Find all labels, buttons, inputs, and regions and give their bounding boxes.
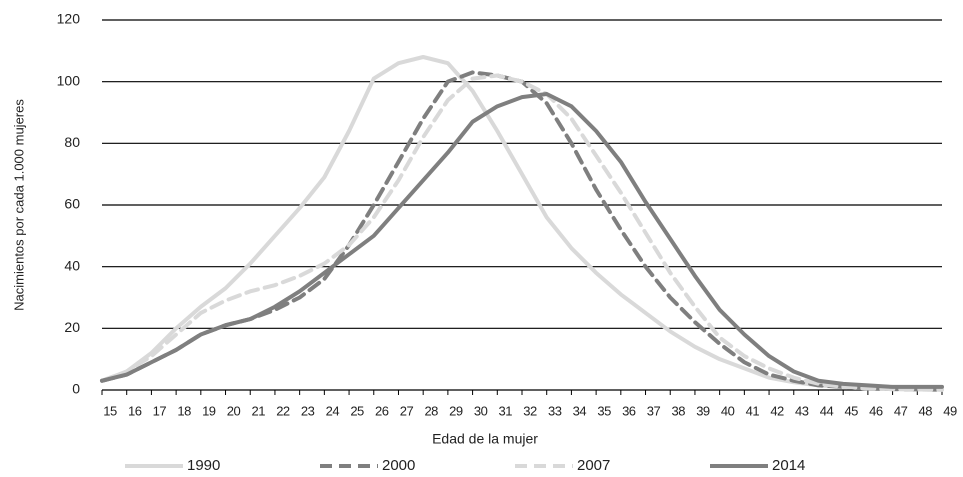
x-tick-label: 45 — [844, 403, 858, 418]
x-tick-label: 48 — [919, 403, 933, 418]
x-tick-label: 32 — [523, 403, 537, 418]
x-tick-label: 36 — [622, 403, 636, 418]
x-tick-label: 21 — [252, 403, 266, 418]
x-tick-label: 47 — [894, 403, 908, 418]
y-tick-label: 80 — [64, 134, 80, 150]
x-tick-label: 33 — [548, 403, 562, 418]
x-tick-label: 39 — [696, 403, 710, 418]
series-line — [100, 55, 944, 392]
x-tick-label: 29 — [449, 403, 463, 418]
x-tick-label: 19 — [202, 403, 216, 418]
x-tick-label: 16 — [128, 403, 142, 418]
x-axis-label: Edad de la mujer — [432, 431, 538, 447]
x-tick-label: 42 — [770, 403, 784, 418]
y-tick-label: 60 — [64, 196, 80, 212]
legend-label: 2014 — [772, 457, 805, 474]
y-tick-label: 100 — [57, 72, 81, 88]
x-tick-label: 24 — [326, 403, 340, 418]
x-tick-label: 26 — [375, 403, 389, 418]
x-tick-label: 49 — [943, 403, 957, 418]
x-tick-label: 30 — [474, 403, 488, 418]
x-tick-label: 37 — [647, 403, 661, 418]
x-tick-label: 18 — [177, 403, 191, 418]
x-tick-label: 28 — [424, 403, 438, 418]
y-axis-label: Nacimientos por cada 1.000 mujeres — [11, 99, 26, 311]
x-tick-label: 27 — [400, 403, 414, 418]
x-tick-label: 35 — [597, 403, 611, 418]
y-tick-label: 120 — [57, 11, 81, 27]
x-tick-label: 46 — [869, 403, 883, 418]
series-line — [100, 73, 944, 392]
y-tick-label: 40 — [64, 257, 80, 273]
x-tick-label: 31 — [499, 403, 513, 418]
x-tick-label: 15 — [103, 403, 117, 418]
x-tick-label: 41 — [746, 403, 760, 418]
x-tick-label: 38 — [672, 403, 686, 418]
x-tick-label: 23 — [301, 403, 315, 418]
x-tick-label: 44 — [820, 403, 834, 418]
x-tick-label: 40 — [721, 403, 735, 418]
x-tick-label: 20 — [227, 403, 241, 418]
x-tick-label: 25 — [350, 403, 364, 418]
series-line — [100, 92, 944, 389]
series-line — [100, 70, 944, 392]
x-tick-label: 43 — [795, 403, 809, 418]
y-tick-label: 20 — [64, 319, 80, 335]
x-tick-label: 34 — [573, 403, 587, 418]
legend-label: 1990 — [187, 457, 220, 474]
legend-label: 2007 — [577, 457, 610, 474]
legend-label: 2000 — [382, 457, 415, 474]
x-tick-label: 22 — [276, 403, 290, 418]
x-tick-label: 17 — [153, 403, 167, 418]
y-tick-label: 0 — [72, 381, 80, 397]
